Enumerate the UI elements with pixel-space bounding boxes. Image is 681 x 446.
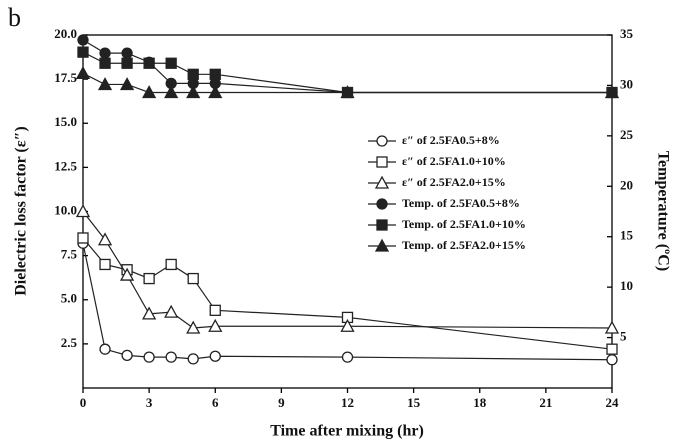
marker xyxy=(187,68,199,80)
marker xyxy=(119,267,135,281)
x-tick-label: 24 xyxy=(606,395,620,410)
legend-marker xyxy=(376,219,388,231)
legend-label: ε″ of 2.5FA0.5+8% xyxy=(402,133,500,147)
y-tick-label: 10.0 xyxy=(54,202,77,217)
marker xyxy=(606,354,618,366)
legend-marker xyxy=(374,238,390,252)
x-axis-label: Time after mixing (hr) xyxy=(270,423,424,440)
marker xyxy=(187,353,199,365)
marker xyxy=(165,351,177,363)
marker xyxy=(99,57,111,69)
marker xyxy=(77,46,89,58)
marker xyxy=(75,204,91,218)
y2-tick-label: 20 xyxy=(620,177,633,192)
x-tick-label: 12 xyxy=(341,395,354,410)
y2-tick-label: 25 xyxy=(620,127,634,142)
y2-tick-label: 5 xyxy=(620,329,627,344)
x-tick-label: 0 xyxy=(80,395,87,410)
marker xyxy=(340,318,355,332)
marker xyxy=(186,85,201,99)
legend-label: Temp. of 2.5FA0.5+8% xyxy=(402,196,520,210)
marker xyxy=(99,47,111,59)
series-line xyxy=(82,243,613,361)
marker xyxy=(164,85,179,99)
legend-marker xyxy=(376,198,388,210)
y-tick-label: 2.5 xyxy=(61,335,78,350)
y2-tick-label: 15 xyxy=(620,228,634,243)
y-tick-label: 15.0 xyxy=(54,114,77,129)
marker xyxy=(75,65,91,79)
y-tick-label: 12.5 xyxy=(54,158,77,173)
marker xyxy=(165,258,177,271)
marker xyxy=(340,85,355,99)
y2-tick-label: 10 xyxy=(620,278,633,293)
x-tick-label: 21 xyxy=(539,395,552,410)
marker xyxy=(121,349,133,361)
marker xyxy=(142,85,157,99)
marker xyxy=(143,57,155,69)
x-tick-label: 18 xyxy=(473,395,487,410)
marker xyxy=(187,272,199,285)
marker xyxy=(77,232,89,244)
marker xyxy=(99,343,111,355)
marker xyxy=(142,306,157,320)
marker xyxy=(186,320,201,334)
marker xyxy=(97,77,113,91)
marker xyxy=(143,351,155,363)
legend-marker xyxy=(374,175,390,189)
marker xyxy=(121,47,133,59)
y-tick-label: 20.0 xyxy=(54,26,77,41)
x-tick-label: 9 xyxy=(278,395,285,410)
legend-marker xyxy=(376,135,388,147)
marker xyxy=(77,34,89,46)
legend-label: Temp. of 2.5FA1.0+10% xyxy=(402,217,526,231)
marker xyxy=(209,68,221,80)
panel-label: b xyxy=(8,3,21,32)
marker xyxy=(165,57,177,69)
series-line xyxy=(82,237,613,350)
marker xyxy=(164,304,179,318)
marker xyxy=(209,304,221,316)
marker xyxy=(208,318,223,332)
legend-label: Temp. of 2.5FA2.0+15% xyxy=(402,238,526,252)
x-tick-label: 3 xyxy=(146,395,153,410)
legend-marker xyxy=(376,156,388,168)
marker xyxy=(209,350,221,362)
series-line xyxy=(82,39,612,94)
legend-label: ε″ of 2.5FA1.0+10% xyxy=(402,154,506,168)
legend-label: ε″ of 2.5FA2.0+15% xyxy=(402,175,506,189)
x-tick-label: 6 xyxy=(212,395,219,410)
y2-axis-label: Temperature (ºC) xyxy=(654,151,671,271)
y2-tick-label: 35 xyxy=(620,26,634,41)
y-axis-label: Dielectric loss factor (ε″) xyxy=(13,126,30,296)
marker xyxy=(606,343,618,355)
marker xyxy=(97,232,113,246)
marker xyxy=(119,77,135,91)
marker xyxy=(604,85,620,99)
y2-tick-label: 30 xyxy=(620,76,633,91)
marker xyxy=(208,85,223,99)
marker xyxy=(604,320,620,334)
marker xyxy=(143,272,155,285)
marker xyxy=(341,351,354,363)
y-tick-label: 7.5 xyxy=(61,247,78,262)
marker xyxy=(99,258,111,271)
marker xyxy=(121,57,133,69)
y-tick-label: 5.0 xyxy=(61,291,77,306)
x-tick-label: 15 xyxy=(407,395,421,410)
y-tick-label: 17.5 xyxy=(54,70,77,85)
